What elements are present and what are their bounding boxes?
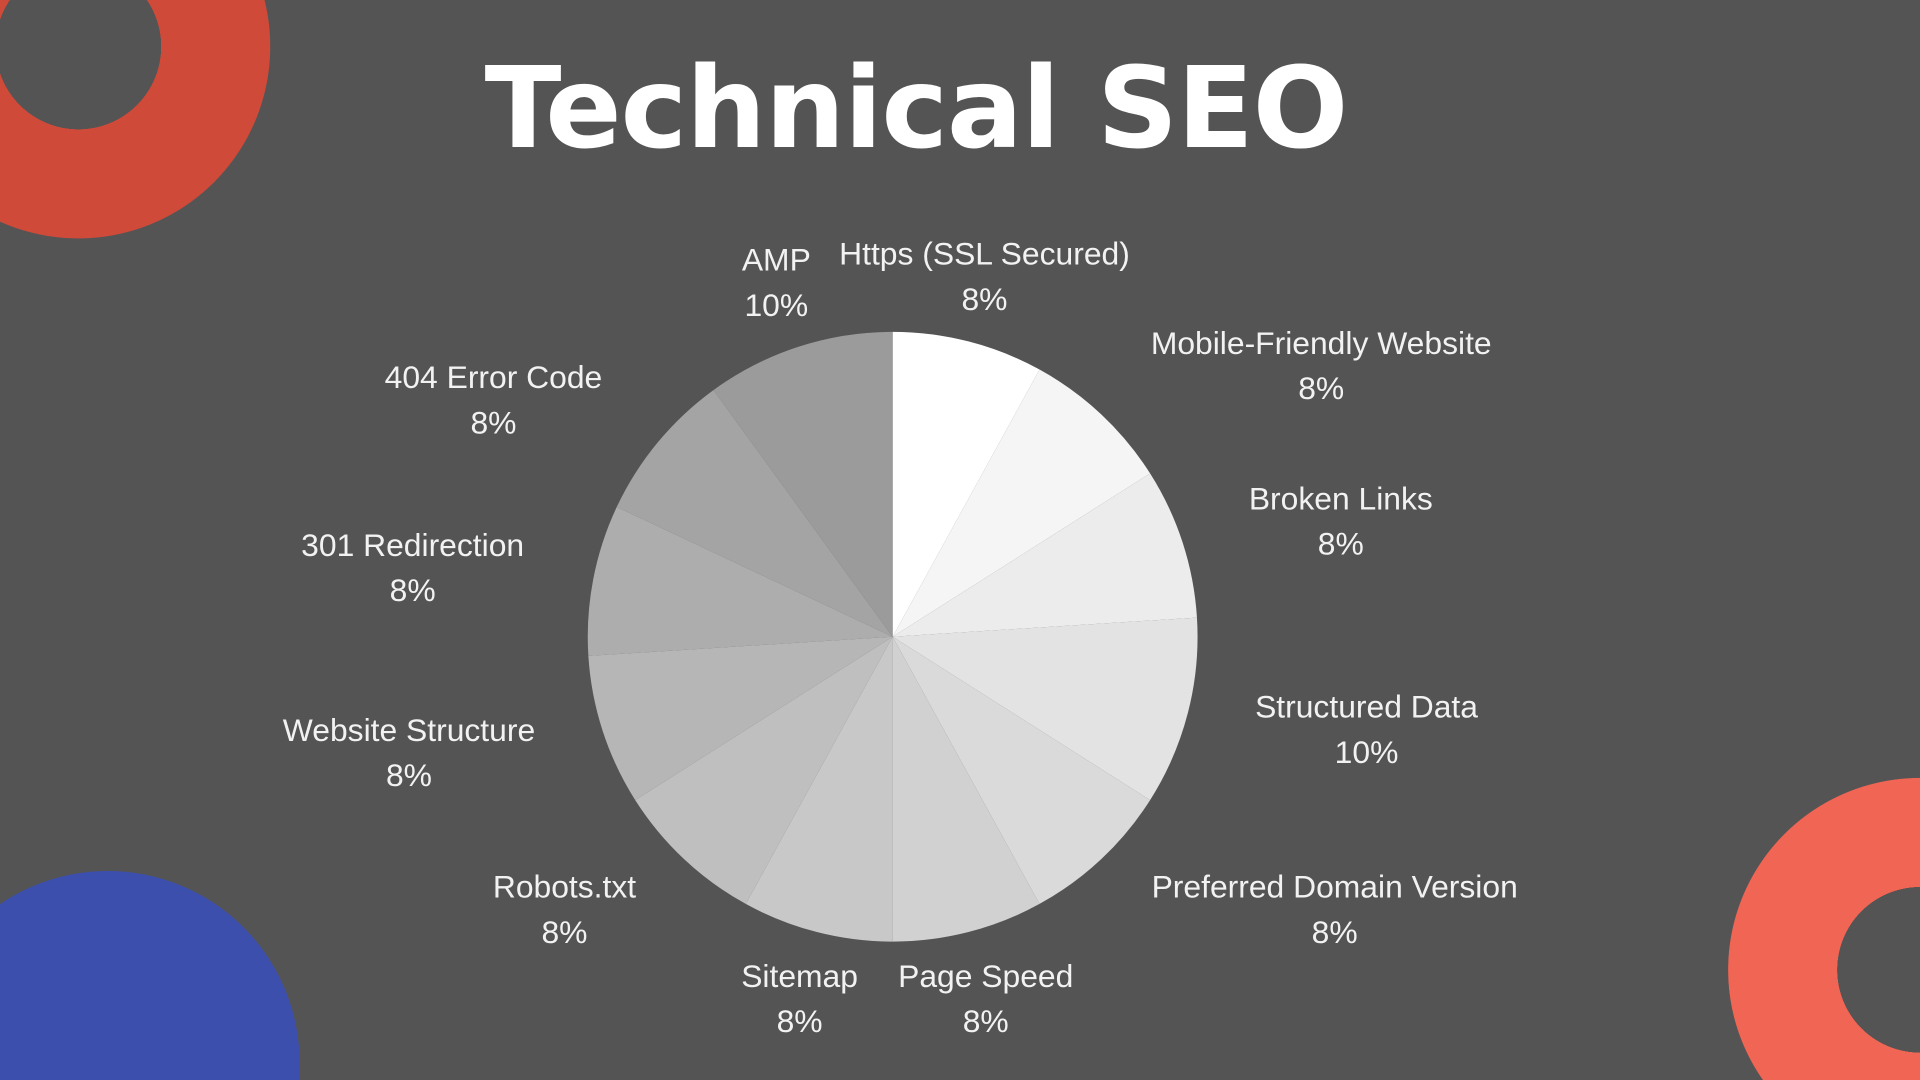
- slice-label: Website Structure: [283, 712, 535, 748]
- slice-percent-label: 8%: [390, 572, 436, 608]
- slice-percent-label: 8%: [541, 914, 587, 950]
- slice-label: Broken Links: [1249, 480, 1433, 516]
- bottom-left-circle-decoration: [0, 870, 300, 1080]
- slice-percent-label: 8%: [1298, 370, 1344, 406]
- pie-slice: [635, 636, 893, 904]
- slice-label: Mobile-Friendly Website: [1151, 325, 1492, 361]
- slice-labels: Https (SSL Secured) 8% Mobile-Friendly Web…: [283, 235, 1518, 1039]
- slice-label: AMP: [742, 242, 811, 278]
- slice-label: Structured Data: [1255, 689, 1478, 725]
- bottom-right-ring-decoration: [1727, 777, 1920, 1080]
- top-left-ring-decoration: [0, 0, 271, 239]
- pie-slice: [892, 636, 1151, 904]
- slice-percent-label: 8%: [777, 1003, 823, 1039]
- slice-percent-label: 8%: [470, 404, 516, 440]
- pie-chart: [587, 331, 1198, 942]
- pie-slice: [892, 369, 1151, 637]
- pie-slice: [713, 331, 893, 637]
- slice-percent-label: 8%: [386, 757, 432, 793]
- slice-label: 301 Redirection: [301, 527, 524, 563]
- slice-percent-label: 8%: [1318, 526, 1364, 562]
- slice-percent-label: 10%: [1335, 734, 1399, 770]
- slice-percent-label: 8%: [1312, 914, 1358, 950]
- pie-slice: [892, 636, 1040, 942]
- slice-percent-label: 8%: [963, 1003, 1009, 1039]
- pie-slice: [892, 331, 1040, 637]
- slice-percent-label: 8%: [961, 281, 1007, 317]
- slice-label: Https (SSL Secured): [839, 235, 1130, 271]
- slice-label: Preferred Domain Version: [1152, 869, 1518, 905]
- chart-title: Technical SEO: [485, 42, 1348, 174]
- slice-label: Sitemap: [741, 958, 858, 994]
- pie-slice: [892, 617, 1198, 801]
- slice-label: 404 Error Code: [385, 359, 603, 395]
- slice-percent-label: 10%: [744, 287, 808, 323]
- slice-label: Robots.txt: [493, 869, 636, 905]
- pie-slice: [588, 636, 893, 801]
- pie-slice: [892, 473, 1197, 637]
- slice-label: Page Speed: [898, 958, 1073, 994]
- pie-slice: [616, 390, 893, 637]
- pie-slice: [587, 506, 893, 656]
- pie-slice: [745, 636, 893, 942]
